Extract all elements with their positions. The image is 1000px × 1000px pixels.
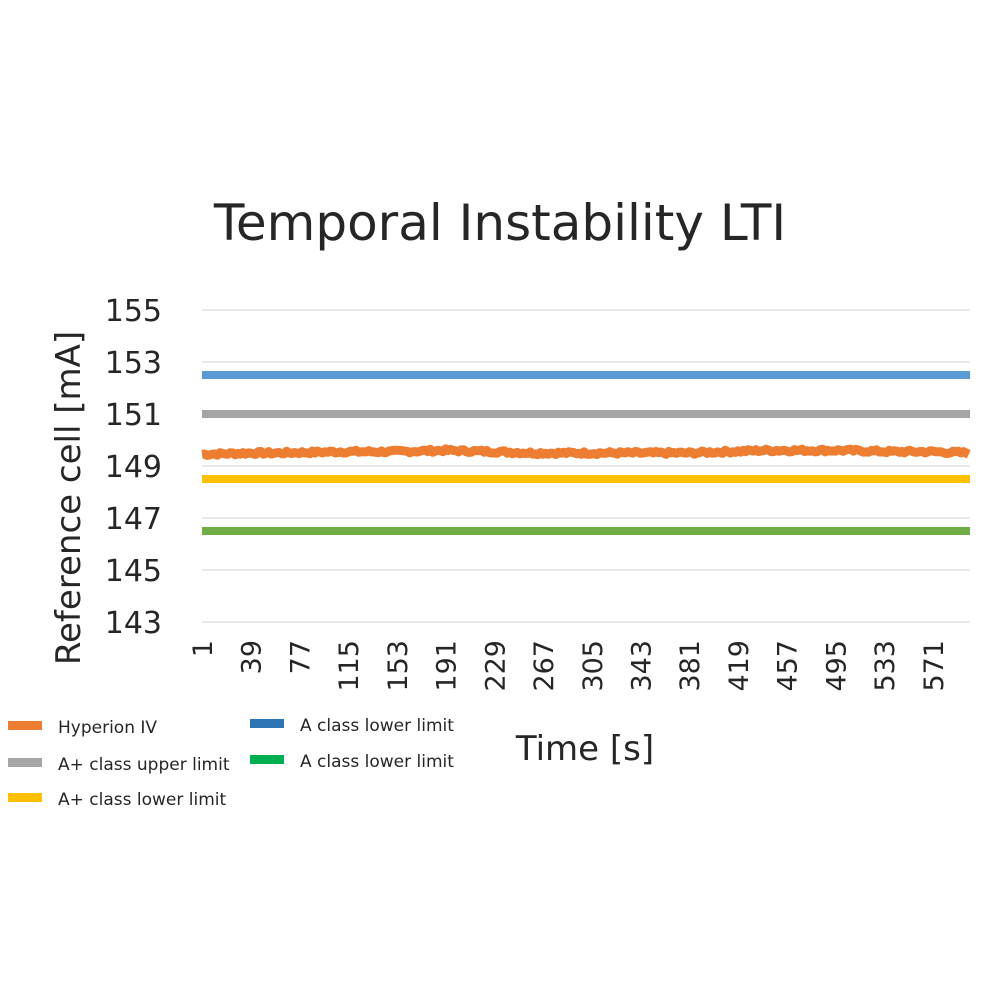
legend-label: A class lower limit: [300, 716, 454, 736]
x-axis-ticks: 1 39 77 115 153 191 229 267 305 343 381 419 457 495 53…: [188, 640, 950, 692]
y-axis-ticks: 155 153 151 149 147 145 143: [105, 294, 162, 641]
legend-label: A+ class upper limit: [58, 755, 230, 775]
x-tick-label: 77: [285, 640, 316, 674]
legend-label: A class lower limit: [300, 752, 454, 772]
y-tick-label: 149: [105, 450, 162, 485]
plot-area: [200, 371, 971, 535]
x-tick-label: 305: [578, 640, 609, 692]
y-tick-label: 143: [105, 606, 162, 641]
y-axis-label: Reference cell [mA]: [49, 331, 89, 665]
x-tick-label: 571: [919, 640, 950, 692]
x-axis-label: Time [s]: [515, 729, 654, 769]
x-tick-label: 343: [626, 640, 657, 692]
x-tick-label: 495: [821, 640, 852, 692]
x-tick-label: 115: [334, 640, 365, 692]
legend-swatch: [8, 793, 42, 802]
x-tick-label: 267: [529, 640, 560, 692]
y-tick-label: 155: [105, 294, 162, 329]
y-tick-label: 145: [105, 554, 162, 589]
x-tick-label: 229: [480, 640, 511, 692]
legend: Hyperion IV A+ class upper limit A+ class …: [8, 716, 454, 810]
x-tick-label: 191: [432, 640, 463, 692]
legend-swatch: [250, 755, 284, 764]
x-tick-label: 381: [675, 640, 706, 692]
x-tick-label: 533: [870, 640, 901, 692]
y-tick-label: 153: [105, 346, 162, 381]
grid-lines: [202, 309, 970, 623]
legend-label: Hyperion IV: [58, 718, 157, 738]
series-line: [200, 444, 971, 460]
chart-title: Temporal Instability LTI: [213, 194, 786, 252]
x-tick-label: 457: [773, 640, 804, 692]
y-tick-label: 151: [105, 398, 162, 433]
x-tick-label: 1: [188, 640, 219, 657]
legend-swatch: [250, 719, 284, 728]
x-tick-label: 39: [237, 640, 268, 674]
legend-swatch: [8, 758, 42, 767]
legend-swatch: [8, 721, 42, 730]
y-tick-label: 147: [105, 502, 162, 537]
x-tick-label: 419: [724, 640, 755, 692]
legend-label: A+ class lower limit: [58, 790, 226, 810]
x-tick-label: 153: [383, 640, 414, 692]
